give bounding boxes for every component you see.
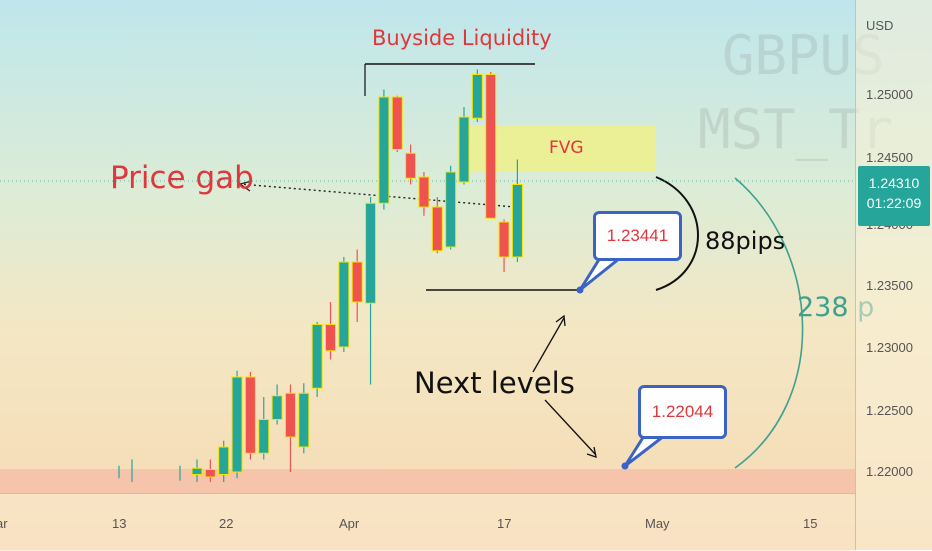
x-tick-label: 17 [497, 516, 512, 531]
candle-body [511, 184, 523, 258]
pips-88-label: 88pips [705, 227, 786, 255]
candle-body [498, 221, 510, 258]
candle-body [378, 96, 390, 204]
next-levels-label: Next levels [414, 366, 575, 400]
candle [191, 459, 203, 482]
candle-body [218, 446, 230, 475]
candle [485, 72, 497, 219]
candle [244, 372, 256, 460]
candle [431, 197, 443, 254]
y-tick-label: 1.25000 [866, 87, 913, 102]
y-tick-label: 1.22000 [866, 464, 913, 479]
price-axis[interactable] [855, 0, 932, 550]
candle-body [204, 469, 216, 478]
candle-body [338, 261, 350, 348]
candle-body [418, 176, 430, 208]
price-gap-label: Price gab [110, 160, 254, 196]
candle [351, 249, 363, 322]
x-tick-label: Apr [339, 516, 360, 531]
candle [378, 89, 390, 210]
candle [445, 165, 457, 250]
candle [284, 384, 296, 472]
candle-body [391, 96, 403, 150]
level-callout-1-value: 1.23441 [606, 226, 669, 245]
candle-body [284, 392, 296, 438]
candle-body [405, 152, 417, 179]
current-price-badge: 1.24310 01:22:09 [858, 166, 930, 226]
candle [204, 459, 216, 482]
candle [311, 322, 323, 397]
candle [458, 107, 470, 185]
candle [391, 95, 403, 152]
x-tick-label: 22 [219, 516, 234, 531]
candle-body [365, 202, 377, 304]
candle [365, 197, 377, 385]
y-tick-label: 1.23000 [866, 340, 913, 355]
fvg-label: FVG [549, 138, 584, 158]
y-tick-label: 1.22500 [866, 403, 913, 418]
candle [231, 370, 243, 479]
bar-countdown: 01:22:09 [866, 195, 922, 211]
level-callout-2-value: 1.22044 [651, 402, 714, 421]
time-axis[interactable] [0, 493, 855, 551]
pips-238-curve [734, 177, 804, 469]
candle-body [231, 376, 243, 473]
pips-88-curve [655, 176, 699, 291]
candle-body [244, 376, 256, 454]
candle-body [298, 392, 310, 448]
candle-body [445, 171, 457, 248]
level-callout-2[interactable]: 1.22044 [638, 385, 727, 439]
price-gap-arrow [239, 183, 516, 208]
candle [271, 384, 283, 425]
buyside-liquidity-label: Buyside Liquidity [372, 26, 552, 50]
candle [471, 69, 483, 122]
candle [405, 144, 417, 185]
candle-body [271, 395, 283, 420]
candle-body [258, 419, 270, 454]
currency-label: USD [866, 18, 894, 33]
candle-body [351, 261, 363, 303]
y-tick-label: 1.24000 [866, 225, 913, 232]
candle-body [471, 74, 483, 119]
candle-body [325, 324, 336, 352]
x-tick-label: 13 [112, 516, 127, 531]
x-tick-label: ar [0, 516, 8, 531]
candle [338, 257, 350, 352]
candle [298, 383, 310, 454]
x-tick-label: May [645, 516, 670, 531]
candle-body [458, 116, 470, 183]
candle-body [191, 467, 203, 475]
y-tick-label: 1.23500 [866, 278, 913, 293]
candle [218, 440, 230, 482]
current-price-value: 1.24310 [868, 175, 920, 191]
candle [498, 219, 510, 272]
level-callout-1[interactable]: 1.23441 [593, 211, 682, 261]
fvg-box [470, 125, 656, 171]
candle [418, 172, 430, 216]
x-tick-label: 15 [803, 516, 818, 531]
candle [325, 302, 336, 360]
demand-zone [0, 469, 855, 494]
candle-body [311, 324, 323, 389]
y-tick-label: 1.24500 [866, 150, 913, 165]
candle-body [431, 206, 443, 252]
candle-body [485, 74, 497, 219]
candle [511, 159, 523, 262]
candle [258, 397, 270, 460]
